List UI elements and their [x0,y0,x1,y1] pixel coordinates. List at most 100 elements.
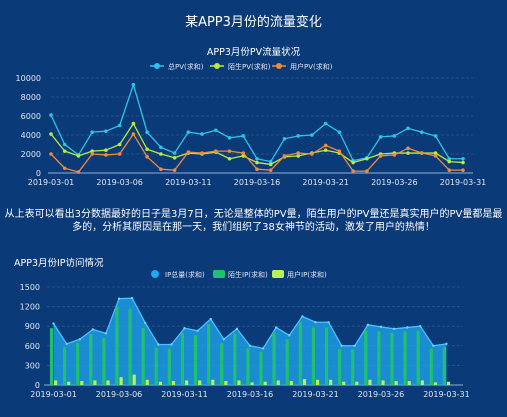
chart2-bar-2 [250,382,254,385]
chart1-point-1 [172,156,177,160]
chart2-bar-2 [329,379,333,385]
chart1-point-0 [90,130,94,134]
chart2-xtick-label: 2019-03-06 [96,390,143,399]
chart1-ytick-label: 2000 [21,150,41,159]
chart1-point-2 [378,154,383,158]
chart2-bar-2 [171,381,176,385]
chart2-area-point [314,321,317,324]
chart2-bar-2 [302,379,307,385]
chart1-point-2 [365,169,369,173]
chart2-bar-1 [377,331,381,385]
page-title: 某APP3月份的流量变化 [185,15,322,30]
chart2-area-point [261,347,265,350]
chart2-ytick-label: 1200 [20,303,40,312]
chart1-point-0 [104,129,108,133]
chart2-bar-2 [185,380,189,385]
chart2-area-point [91,328,95,331]
chart2-bar-2 [211,379,215,385]
chart2-bar-1 [442,347,446,385]
chart1-xtick-label: 2019-03-26 [371,178,418,187]
chart1-legend-label-2: 用户PV(求和) [290,62,333,71]
chart1-point-2 [214,149,218,153]
chart2-area-point [274,326,278,329]
chart2-area-point [405,326,409,329]
chart2-bar-2 [145,379,149,385]
chart1-ytick-label: 0 [36,169,41,178]
chart1-point-1 [461,160,465,165]
chart1-point-2 [337,149,342,153]
chart2-bar-2 [394,381,398,385]
chart2-bar-1 [193,335,198,385]
chart1-point-0 [117,123,122,128]
chart1-point-2 [159,167,163,171]
chart2-xtick-label: 2019-03-16 [227,390,274,399]
chart2-area-point [248,344,252,347]
chart1-point-1 [255,160,259,165]
chart2-bar-2 [276,380,280,385]
chart2-bar-2 [368,379,372,385]
chart2-title: APP3月份IP访问情况 [14,257,104,269]
chart1-legend-marker-2 [276,63,282,69]
chart1-legend-label-0: 总PV(求和) [168,62,204,71]
chart2-legend-label-1: 陌生IP(求和) [228,270,268,279]
chart1-xtick-label: 2019-03-16 [234,178,281,187]
chart1-point-0 [378,135,383,139]
chart2-ytick-label: 900 [25,322,40,331]
chart2-area-point [353,344,356,347]
chart2-area-point [288,334,291,337]
chart2-bar-1 [115,306,119,385]
chart1-point-1 [433,151,438,155]
chart1-point-2 [90,152,94,156]
chart2-bar-2 [158,381,162,385]
chart1-point-2 [406,146,410,151]
chart2-bar-1 [298,322,302,385]
chart1-point-2 [323,143,328,148]
chart2-area-point [65,342,68,346]
chart2-bar-1 [233,333,237,385]
chart1-point-1 [62,149,67,153]
chart1-legend-marker-1 [214,63,220,69]
chart2-bar-1 [49,328,54,385]
chart2-bar-1 [285,339,289,385]
chart1-point-0 [186,130,191,134]
chart1-point-2 [310,152,314,156]
chart2-bar-2 [198,380,202,385]
chart1-point-0 [392,134,397,138]
chart2-bar-1 [311,327,315,385]
chart2-bar-1 [89,334,93,385]
chart2-area-point [78,338,81,341]
analysis-text: 从上表可以看出3分数据最好的日子是3月7日，无论是整体的PV量，陌生用户的PV量… [4,209,503,233]
chart2-area-point [301,315,304,318]
chart2-legend-marker-2 [272,270,284,278]
chart1-xtick-label: 2019-03-11 [165,178,212,187]
chart1-point-2 [76,170,81,174]
chart2-area-point [327,321,330,324]
chart2-bar-2 [381,380,385,385]
chart1-ytick-label: 4000 [21,131,41,140]
chart1-series-line-0 [50,84,463,163]
chart2-bar-1 [63,347,67,385]
chart1-ytick-label: 10000 [16,74,41,83]
chart2-area-point [392,327,396,331]
chart2-bar-2 [315,379,320,385]
chart2-area-point [366,323,370,327]
chart2-bar-1 [416,330,420,385]
chart1-point-2 [186,150,191,154]
chart1-point-2 [227,149,232,153]
chart1-point-0 [310,133,314,137]
chart1-point-2 [62,166,67,171]
chart1-point-0 [433,134,438,138]
chart2-bar-2 [342,381,346,385]
chart2-area-point [196,329,199,332]
chart1-point-1 [268,162,273,167]
chart1-xtick-label: 2019-03-31 [440,178,487,187]
chart2-xtick-label: 2019-03-31 [423,390,470,399]
chart1-point-2 [392,153,397,157]
chart1-point-0 [200,132,204,136]
chart1-legend-label-1: 陌生PV(求和) [228,62,271,71]
chart2-area-point [419,325,422,328]
chart2-xtick-label: 2019-03-11 [161,390,208,399]
chart2-bar-1 [102,337,106,385]
chart2-ytick-label: 0 [35,381,40,390]
chart2-legend-label-0: IP总量(求和) [165,270,205,279]
